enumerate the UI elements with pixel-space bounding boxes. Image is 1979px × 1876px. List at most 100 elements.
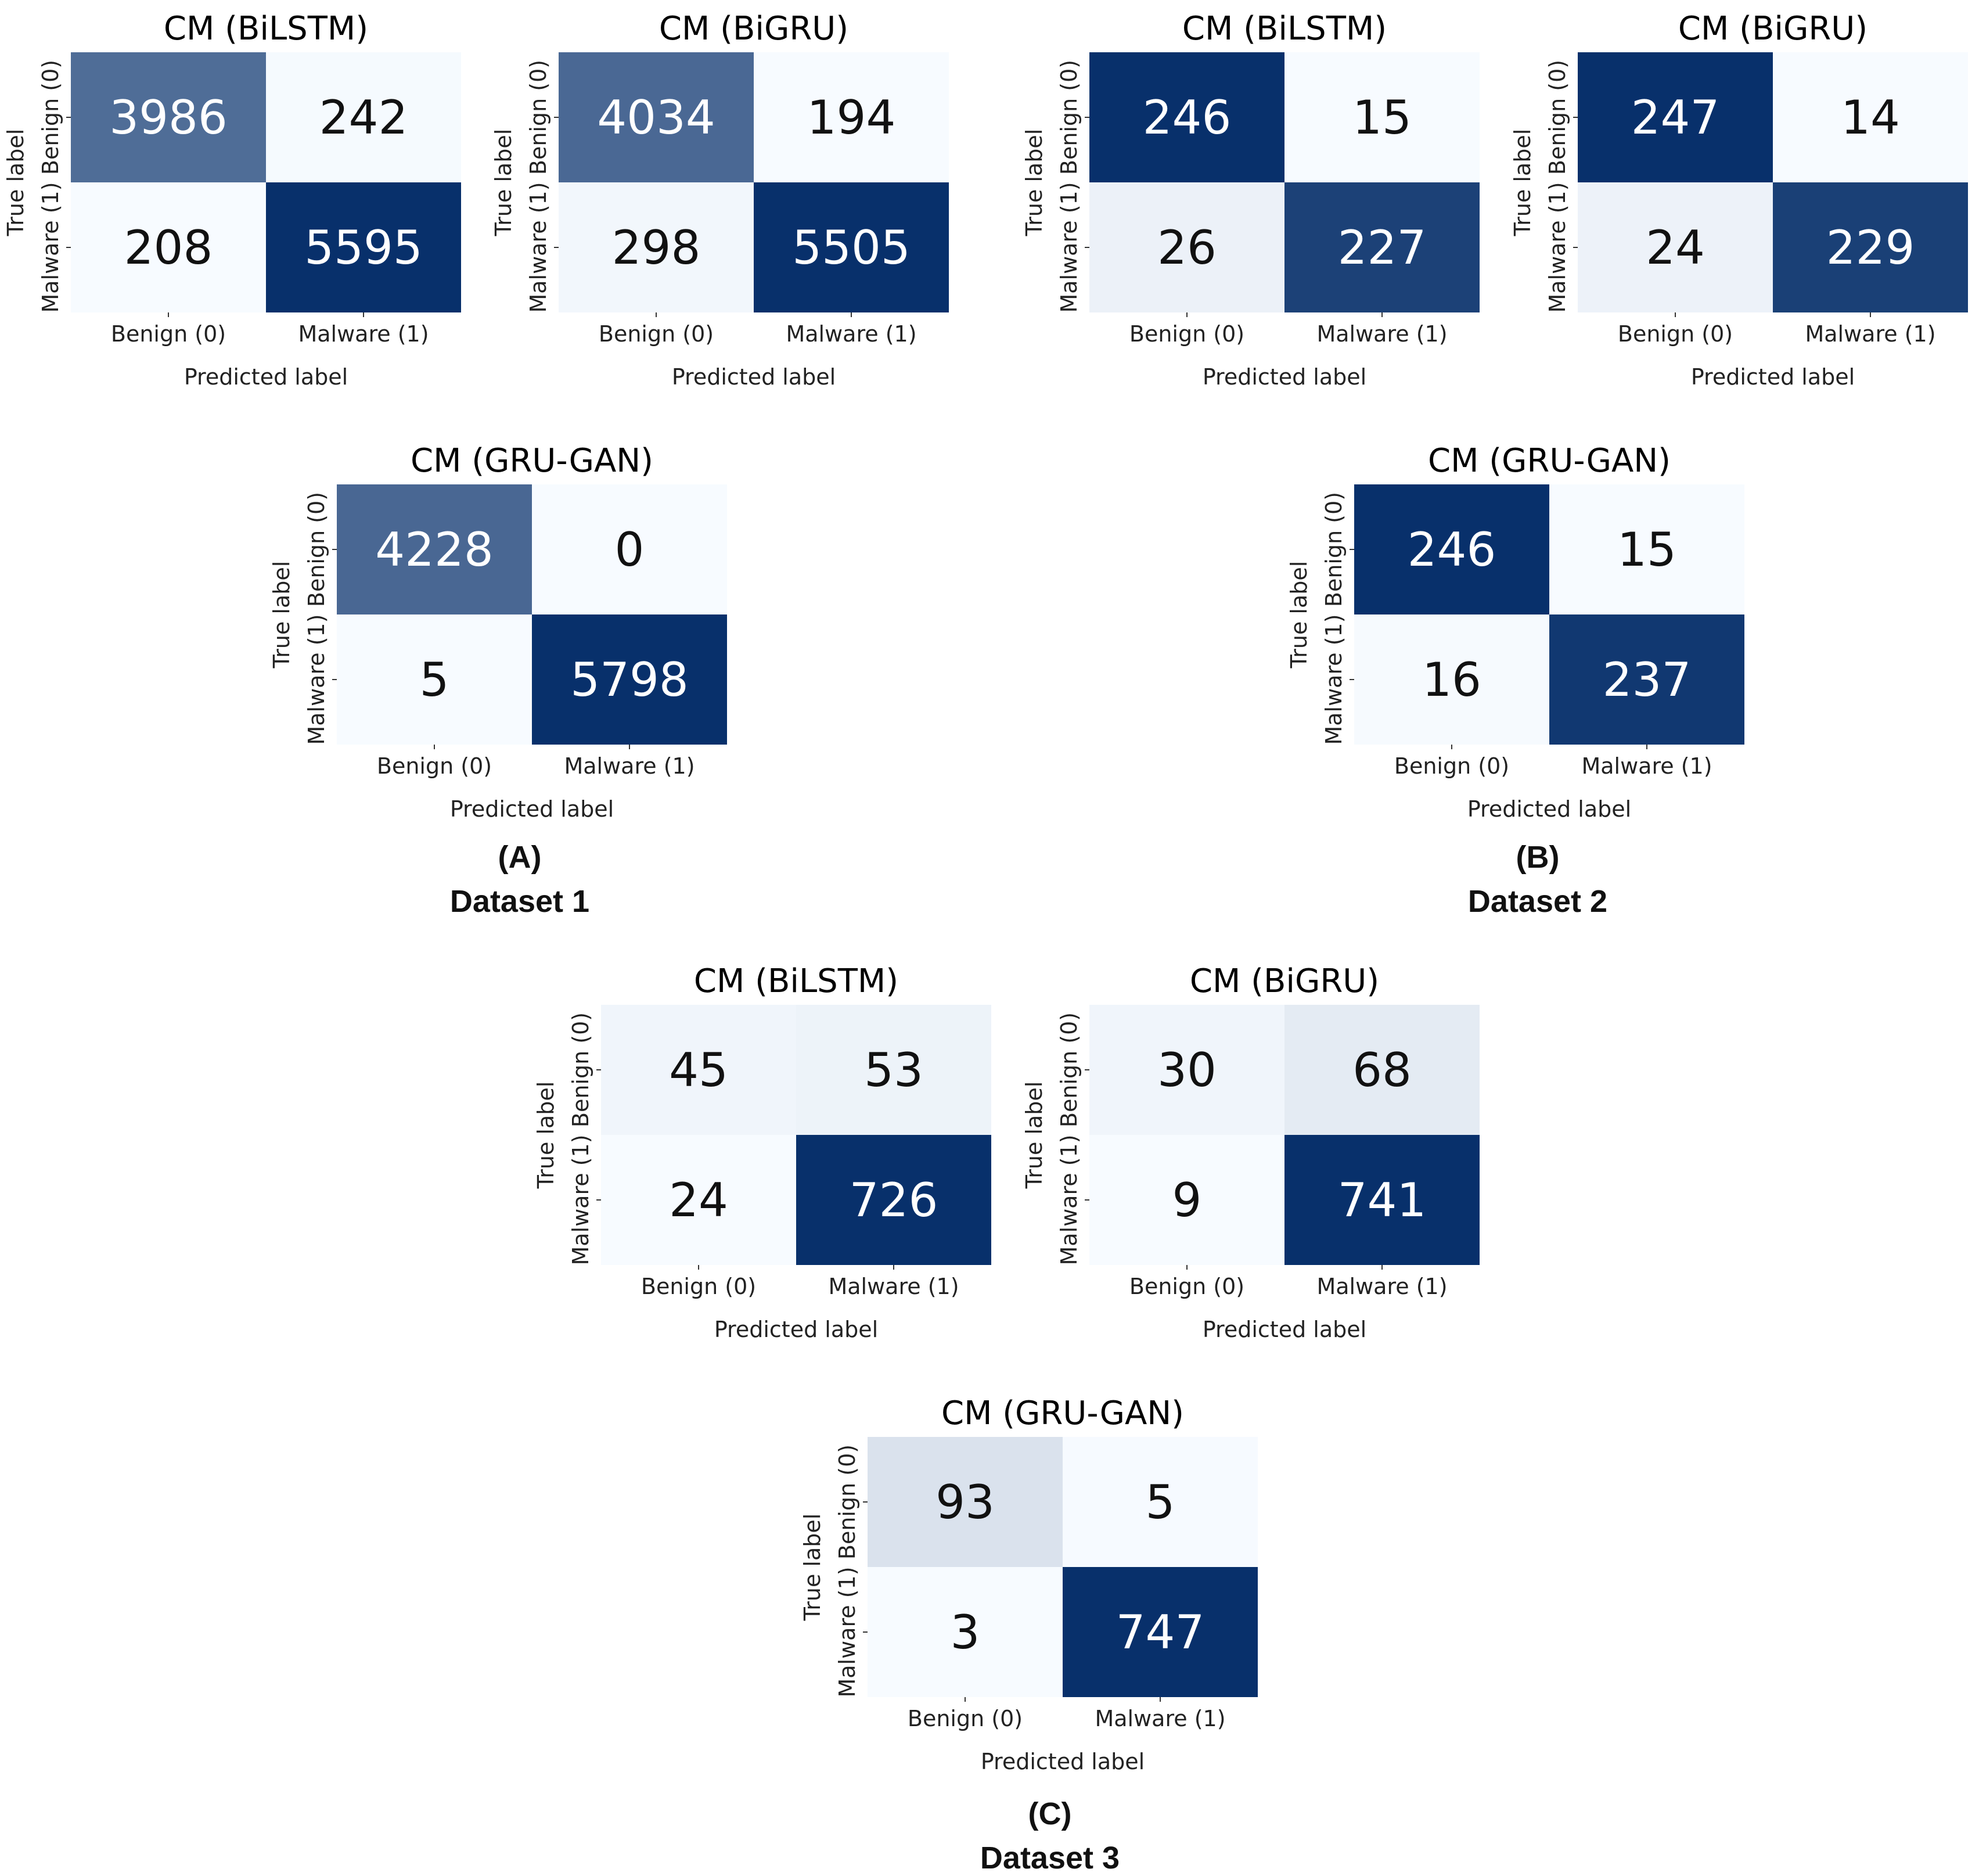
- cm-cell-r1c1: [1549, 614, 1744, 745]
- cm-title: CM (GRU-GAN): [411, 442, 653, 480]
- cm-title: CM (BiLSTM): [1182, 10, 1387, 48]
- cm-value-r1c0: 16: [1422, 653, 1481, 707]
- y-axis-label: True label: [1510, 129, 1535, 237]
- cm-value-r1c1: 5798: [570, 653, 689, 707]
- cm-value-r0c0: 246: [1143, 91, 1232, 145]
- y-tick-label: Malware (1): [526, 182, 551, 312]
- cm-cell-r0c1: [266, 52, 461, 182]
- cm-cell-r0c1: [1773, 52, 1968, 182]
- x-tick-label: Benign (0): [599, 321, 714, 347]
- cm-value-r0c1: 5: [1146, 1475, 1175, 1529]
- cm-title: CM (GRU-GAN): [1428, 442, 1671, 480]
- x-tick-label: Benign (0): [1129, 1274, 1244, 1299]
- y-tick-label: Malware (1): [38, 182, 63, 312]
- x-axis-label: Predicted label: [1691, 364, 1855, 390]
- cm-value-r1c0: 26: [1157, 221, 1217, 275]
- y-tick-label: Malware (1): [834, 1566, 860, 1697]
- caption-a-dataset: Dataset 1: [449, 884, 590, 919]
- cm-value-r0c0: 4034: [597, 91, 715, 145]
- cm-value-r0c1: 14: [1841, 91, 1900, 145]
- y-axis-label: True label: [533, 1081, 559, 1189]
- cm-cell-r1c1: [532, 614, 727, 745]
- cm-value-r1c1: 5595: [304, 221, 423, 275]
- x-axis-label: Predicted label: [981, 1749, 1145, 1774]
- cm-d2-bilstm: CM (BiLSTM) 246 15 26 227 Benign (0) Malware (…: [1021, 10, 1480, 390]
- cm-value-r0c1: 15: [1617, 523, 1676, 577]
- y-tick-label: Malware (1): [304, 614, 329, 745]
- cm-value-r1c1: 229: [1826, 221, 1915, 275]
- cm-cell-r0c0: [868, 1437, 1063, 1567]
- x-tick-label: Malware (1): [1095, 1706, 1225, 1731]
- y-tick-label: Benign (0): [1545, 60, 1570, 175]
- cm-cell-r1c0: [71, 182, 266, 312]
- cm-value-r1c1: 726: [850, 1173, 938, 1227]
- cm-value-r1c0: 298: [612, 221, 701, 275]
- caption-c: (C) Dataset 3: [876, 1796, 1224, 1876]
- cm-cell-r1c0: [1354, 614, 1549, 745]
- cm-cell-r1c1: [1284, 1135, 1480, 1265]
- cm-value-r0c1: 194: [807, 91, 896, 145]
- cm-value-r0c1: 68: [1352, 1043, 1412, 1097]
- cm-cell-r0c1: [532, 484, 727, 614]
- y-axis-label: True label: [800, 1514, 825, 1622]
- cm-value-r1c0: 9: [1172, 1173, 1202, 1227]
- caption-a: (A) Dataset 1: [346, 839, 694, 919]
- cm-value-r1c0: 24: [669, 1173, 728, 1227]
- cm-cell-r1c1: [266, 182, 461, 312]
- cm-d2-bigru: CM (BiGRU) 247 14 24 229 Benign (0) Malware (1…: [1510, 10, 1968, 390]
- y-tick-label: Benign (0): [834, 1444, 860, 1559]
- x-tick-label: Benign (0): [111, 321, 226, 347]
- x-tick-label: Benign (0): [641, 1274, 756, 1299]
- cm-value-r0c0: 30: [1157, 1043, 1217, 1097]
- y-tick-label: Benign (0): [568, 1012, 593, 1127]
- cm-cell-r1c0: [1089, 1135, 1284, 1265]
- cm-d2-grugan: CM (GRU-GAN) 246 15 16 237 Benign (0) Malware …: [1286, 442, 1744, 822]
- cm-d1-grugan: CM (GRU-GAN) 4228 0 5 5798 Benign (0) Malware …: [269, 442, 727, 822]
- x-tick-label: Malware (1): [828, 1274, 959, 1299]
- caption-c-letter: (C): [1028, 1796, 1072, 1831]
- cm-cell-r0c1: [754, 52, 949, 182]
- cm-cell-r0c0: [71, 52, 266, 182]
- cm-value-r1c0: 24: [1646, 221, 1705, 275]
- x-tick-label: Malware (1): [786, 321, 916, 347]
- cm-value-r0c0: 246: [1408, 523, 1496, 577]
- y-axis-label: True label: [3, 129, 28, 237]
- cm-cell-r1c0: [559, 182, 754, 312]
- cm-value-r0c0: 45: [669, 1043, 728, 1097]
- cm-value-r0c1: 0: [615, 523, 645, 577]
- cm-value-r1c0: 5: [420, 653, 449, 707]
- x-tick-label: Malware (1): [1316, 321, 1447, 347]
- y-tick-label: Benign (0): [1056, 1012, 1082, 1127]
- cm-value-r0c0: 247: [1631, 91, 1720, 145]
- cm-cell-r0c1: [796, 1005, 991, 1135]
- cm-value-r0c0: 4228: [375, 523, 494, 577]
- x-axis-label: Predicted label: [184, 364, 348, 390]
- cm-d3-grugan: CM (GRU-GAN) 93 5 3 747 Benign (0) Malware (1)…: [800, 1395, 1258, 1774]
- cm-value-r0c0: 3986: [109, 91, 228, 145]
- x-tick-label: Malware (1): [564, 753, 695, 779]
- cm-value-r0c0: 93: [935, 1475, 995, 1529]
- y-tick-label: Benign (0): [1056, 60, 1082, 175]
- y-tick-label: Benign (0): [526, 60, 551, 175]
- cm-cell-r0c1: [1284, 1005, 1480, 1135]
- cm-d3-bilstm: CM (BiLSTM) 45 53 24 726 Benign (0) Malware (1…: [533, 962, 991, 1342]
- y-tick-label: Malware (1): [1545, 182, 1570, 312]
- x-axis-label: Predicted label: [672, 364, 836, 390]
- x-tick-label: Benign (0): [377, 753, 492, 779]
- cm-title: CM (BiGRU): [659, 10, 848, 48]
- x-tick-label: Malware (1): [298, 321, 429, 347]
- cm-value-r0c1: 53: [864, 1043, 923, 1097]
- cm-cell-r1c0: [1089, 182, 1284, 312]
- y-tick-label: Malware (1): [1056, 1134, 1082, 1265]
- y-axis-label: True label: [491, 129, 516, 237]
- cm-cell-r0c0: [1089, 1005, 1284, 1135]
- x-tick-label: Malware (1): [1581, 753, 1712, 779]
- cm-cell-r0c0: [559, 52, 754, 182]
- cm-d1-bilstm: CM (BiLSTM) 3986 242 208 5595 Benign (0) Malwa…: [3, 10, 461, 390]
- cm-value-r1c1: 747: [1116, 1605, 1205, 1659]
- caption-b: (B) Dataset 2: [1363, 839, 1712, 919]
- cm-value-r1c0: 3: [951, 1605, 980, 1659]
- caption-a-letter: (A): [498, 840, 542, 875]
- cm-title: CM (BiGRU): [1678, 10, 1868, 48]
